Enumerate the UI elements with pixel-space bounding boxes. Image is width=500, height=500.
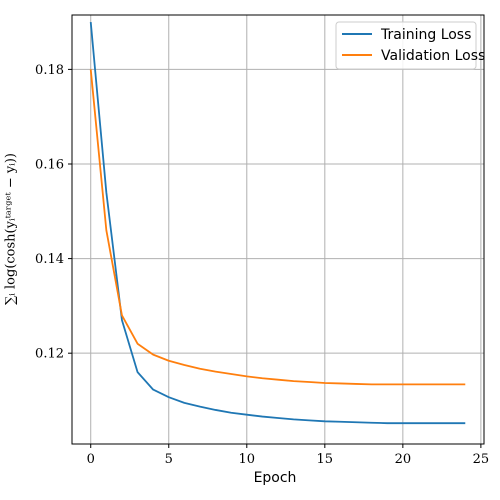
x-tick-label: 0 [87, 452, 95, 467]
y-tick-label: 0.16 [35, 157, 64, 172]
x-tick-label: 15 [317, 452, 334, 467]
x-tick-label: 5 [165, 452, 173, 467]
plot-frame [71, 14, 485, 445]
x-tick-label: 25 [473, 452, 490, 467]
legend-label-training: Training Loss [380, 27, 471, 43]
y-axis-label: ∑ᵢ log(cosh(yᵢᵗᵃʳᵍᵉᵗ − yᵢ)) [3, 152, 19, 306]
series-layer [89, 22, 466, 425]
y-tick-label: 0.12 [35, 347, 64, 362]
legend: Training Loss Validation Loss [335, 21, 485, 70]
x-tick-label: 20 [395, 452, 412, 467]
y-tick-label: 0.14 [35, 252, 64, 267]
validation-loss-line [89, 69, 466, 386]
x-axis-label: Epoch [254, 470, 297, 486]
legend-label-validation: Validation Loss [381, 48, 485, 64]
axis-ticks: 0 5 10 15 20 25 0.12 0.14 0.16 0.18 [35, 63, 489, 467]
y-tick-label: 0.18 [35, 63, 64, 78]
training-loss-line [89, 22, 466, 425]
x-tick-label: 10 [239, 452, 256, 467]
